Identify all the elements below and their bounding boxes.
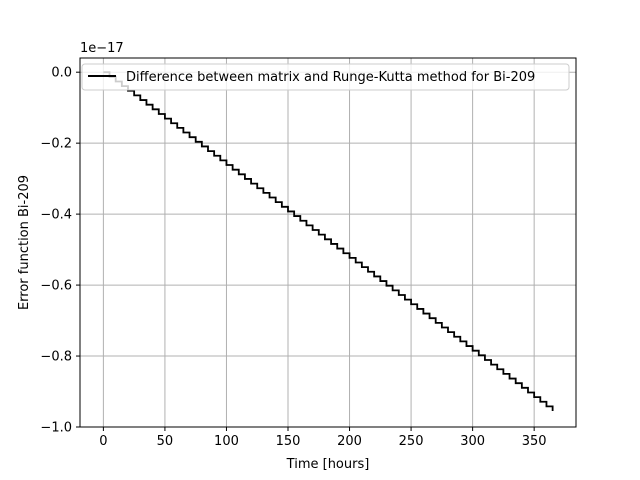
- legend: Difference between matrix and Runge-Kutt…: [81, 63, 570, 91]
- series-layer: [103, 71, 554, 412]
- y-tick-label: −0.2: [40, 137, 72, 152]
- x-tick-label: 50: [157, 434, 174, 449]
- x-tick-label: 0: [99, 434, 107, 449]
- x-tick-label: 200: [337, 434, 362, 449]
- grid: [80, 58, 576, 428]
- x-tick-label: 300: [460, 434, 485, 449]
- y-offset-text: 1e−17: [80, 41, 124, 56]
- x-axis-ticks: 0 50 100 150 200 250 300 350: [99, 427, 547, 449]
- y-axis-ticks: 0.0 −0.2 −0.4 −0.6 −0.8 −1.0: [40, 66, 80, 436]
- legend-label: Difference between matrix and Runge-Kutt…: [126, 70, 535, 85]
- y-tick-label: −1.0: [40, 421, 72, 436]
- x-tick-label: 150: [276, 434, 301, 449]
- y-tick-label: 0.0: [51, 66, 72, 81]
- x-tick-label: 100: [214, 434, 239, 449]
- legend-box: [81, 63, 570, 91]
- x-tick-label: 350: [522, 434, 547, 449]
- x-axis-label: Time [hours]: [286, 457, 370, 472]
- y-tick-label: −0.4: [40, 208, 72, 223]
- y-tick-label: −0.8: [40, 350, 72, 365]
- x-tick-label: 250: [399, 434, 424, 449]
- y-tick-label: −0.6: [40, 279, 72, 294]
- plot-frame: [79, 57, 577, 428]
- y-axis-label: Error function Bi-209: [17, 175, 32, 310]
- series-line: [103, 71, 554, 412]
